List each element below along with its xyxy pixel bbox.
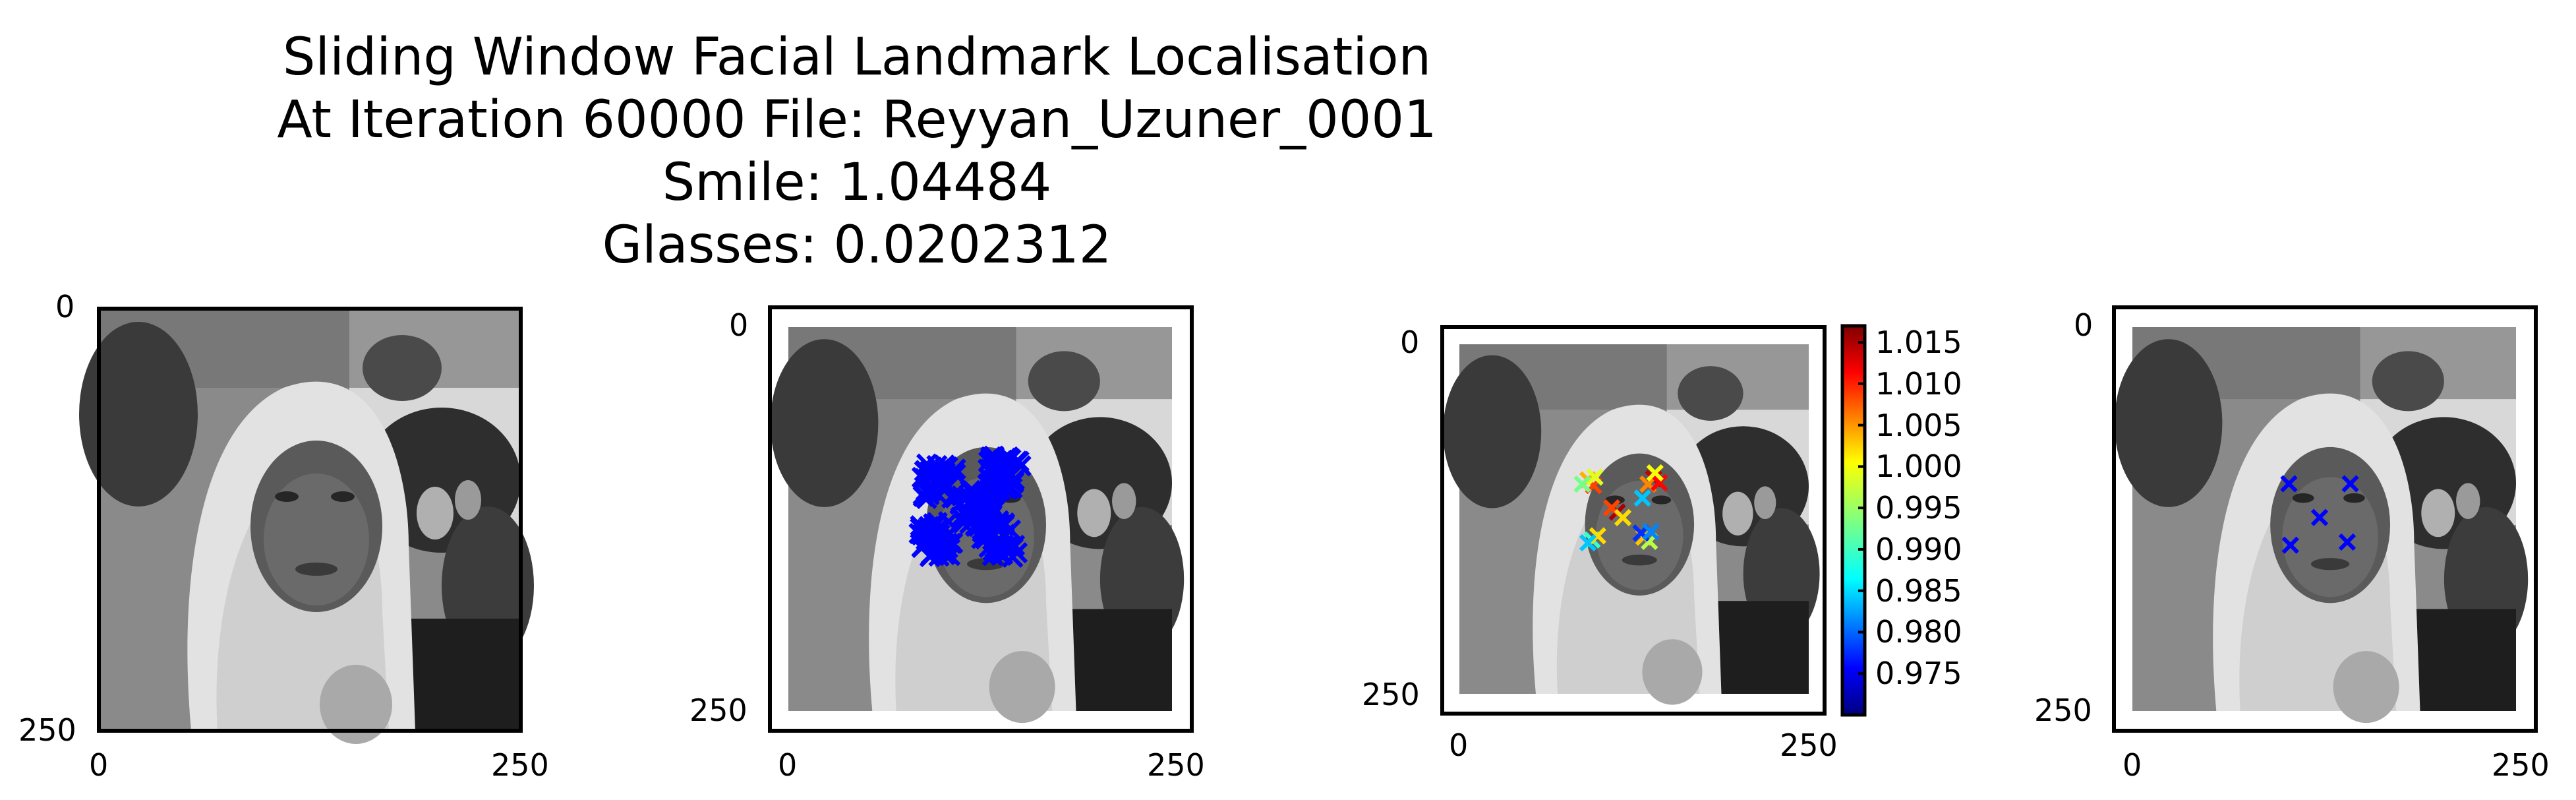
landmark-marker <box>2281 536 2299 554</box>
p4-ytick-0: 0 <box>2074 307 2093 343</box>
colorbar-tick-label: 0.975 <box>1875 656 1962 692</box>
p3-ytick-0: 0 <box>1400 324 1420 360</box>
candidate-marker <box>918 484 940 506</box>
panel-3-scored <box>1440 325 1827 716</box>
p1-ytick-250: 250 <box>18 712 76 748</box>
candidate-marker <box>927 518 949 539</box>
panel-2-candidates <box>768 305 1194 733</box>
landmark-marker <box>2310 508 2329 526</box>
panel-4-markers <box>2280 475 2359 554</box>
score-marker <box>1642 522 1660 541</box>
candidate-marker <box>962 480 984 502</box>
landmark-marker <box>2280 475 2298 493</box>
p2-xtick-250: 250 <box>1147 747 1205 783</box>
colorbar <box>1840 324 1867 717</box>
panel-2-markers <box>908 445 1032 569</box>
colorbar-tick-label: 0.995 <box>1875 490 1962 526</box>
panel-3-markers <box>1573 464 1668 552</box>
p1-xtick-250: 250 <box>491 747 549 783</box>
candidate-marker <box>937 456 958 478</box>
candidate-marker <box>962 487 985 509</box>
score-marker <box>1586 468 1604 486</box>
score-marker <box>1646 464 1664 482</box>
candidate-marker <box>978 536 1000 559</box>
panel-4-final <box>2112 305 2538 733</box>
title-line-4: Glasses: 0.0202312 <box>602 216 1112 275</box>
title-line-1: Sliding Window Facial Landmark Localisat… <box>282 28 1432 87</box>
p3-xtick-0: 0 <box>1449 727 1469 763</box>
p1-xtick-0: 0 <box>89 747 109 783</box>
score-marker <box>1651 474 1668 492</box>
candidate-marker <box>950 507 972 528</box>
p2-xtick-0: 0 <box>778 747 798 783</box>
score-marker <box>1579 534 1597 552</box>
candidate-marker <box>937 475 959 497</box>
colorbar-tick-label: 0.990 <box>1875 531 1962 567</box>
figure-title: Sliding Window Facial Landmark Localisat… <box>0 26 1714 277</box>
colorbar-tick-label: 1.005 <box>1875 407 1962 443</box>
colorbar-ticks <box>1858 341 1865 675</box>
colorbar-tick-label: 0.980 <box>1875 614 1962 650</box>
score-marker <box>1573 475 1591 493</box>
landmark-marker <box>2341 475 2359 493</box>
colorbar-tick-label: 1.000 <box>1875 448 1962 485</box>
p3-xtick-250: 250 <box>1780 727 1838 763</box>
title-line-3: Smile: 1.04484 <box>662 153 1052 212</box>
candidate-marker <box>919 545 941 568</box>
candidate-marker <box>1000 448 1022 470</box>
p1-ytick-0: 0 <box>55 289 75 324</box>
score-marker <box>1633 489 1651 507</box>
score-marker <box>1614 508 1632 527</box>
p3-ytick-250: 250 <box>1362 677 1420 712</box>
title-line-2: At Iteration 60000 File: Reyyan_Uzuner_0… <box>277 90 1437 150</box>
candidate-marker <box>999 535 1022 557</box>
p2-ytick-250: 250 <box>689 692 747 728</box>
landmark-marker <box>2338 533 2356 551</box>
colorbar-tick-label: 1.010 <box>1875 365 1962 402</box>
p4-xtick-0: 0 <box>2122 747 2142 783</box>
candidate-marker <box>997 479 1018 501</box>
p4-ytick-250: 250 <box>2034 692 2092 728</box>
p2-ytick-0: 0 <box>729 307 749 343</box>
panel-1-original <box>79 307 534 744</box>
candidate-marker <box>993 459 1015 481</box>
candidate-marker <box>986 518 1008 540</box>
p4-xtick-250: 250 <box>2492 747 2550 783</box>
candidate-marker <box>920 479 941 501</box>
candidate-marker <box>981 483 1003 505</box>
candidate-marker <box>919 460 941 482</box>
colorbar-tick-label: 1.015 <box>1875 324 1962 361</box>
colorbar-tick-label: 0.985 <box>1875 572 1962 609</box>
